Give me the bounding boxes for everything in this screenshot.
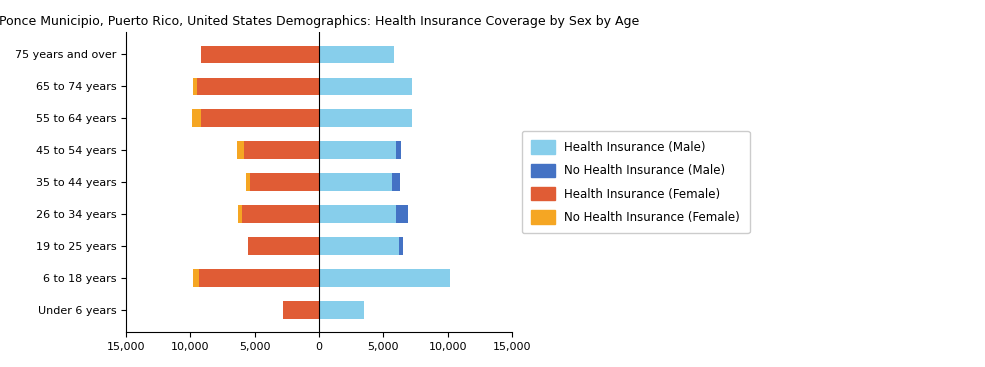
Bar [396, 205, 408, 223]
Bar [242, 205, 319, 223]
Bar [193, 269, 199, 287]
Bar [319, 77, 412, 95]
Bar [319, 301, 364, 319]
Bar [319, 237, 399, 255]
Bar [197, 77, 319, 95]
Bar [199, 269, 319, 287]
Bar [396, 141, 402, 159]
Bar [392, 173, 400, 191]
Bar [319, 46, 394, 63]
Bar [248, 237, 319, 255]
Bar [319, 269, 450, 287]
Legend: Health Insurance (Male), No Health Insurance (Male), Health Insurance (Female), : Health Insurance (Male), No Health Insur… [522, 131, 750, 233]
Title: Ponce Municipio, Puerto Rico, United States Demographics: Health Insurance Cover: Ponce Municipio, Puerto Rico, United Sta… [0, 15, 639, 28]
Bar [249, 173, 319, 191]
Bar [193, 77, 197, 95]
Bar [319, 109, 412, 127]
Bar [192, 109, 201, 127]
Bar [238, 205, 242, 223]
Bar [245, 173, 249, 191]
Bar [319, 173, 392, 191]
Bar [244, 141, 319, 159]
Bar [283, 301, 319, 319]
Bar [319, 141, 396, 159]
Bar [236, 141, 244, 159]
Bar [201, 109, 319, 127]
Bar [399, 237, 403, 255]
Bar [319, 205, 396, 223]
Bar [201, 46, 319, 63]
